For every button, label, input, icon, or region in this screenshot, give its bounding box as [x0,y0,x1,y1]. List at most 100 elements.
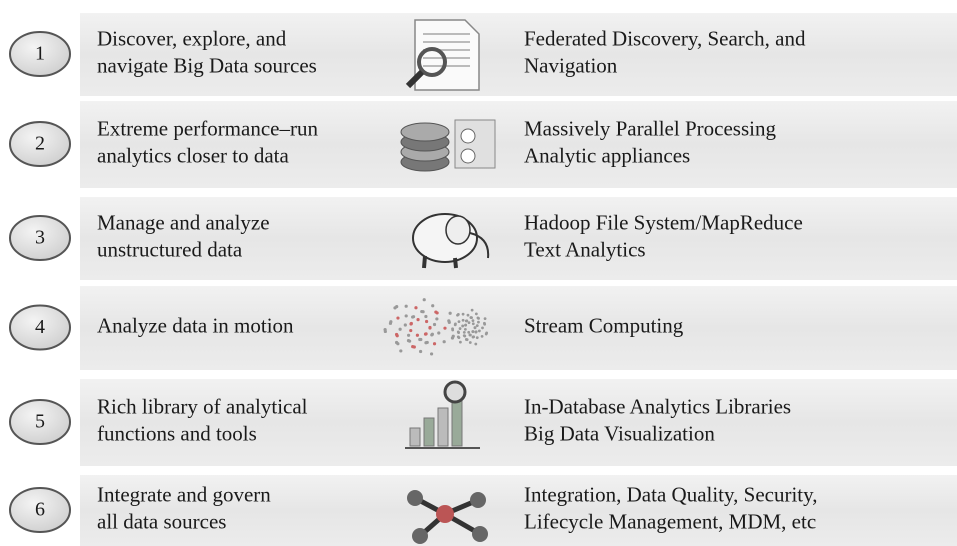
capability-text: unstructured data [97,237,243,261]
icon-shape [429,352,434,356]
technology-text: In-Database Analytics Libraries [524,394,791,418]
capability-text: all data sources [97,509,226,533]
row-number: 2 [35,133,45,155]
icon [412,213,490,269]
icon-shape [459,340,462,344]
icon-shape [483,322,487,326]
row: 2 Extreme performance–run analytics closer… [9,100,957,188]
icon-shape [422,255,427,269]
icon-shape [462,330,466,334]
icon-shape [468,341,472,344]
icon-shape [462,334,466,338]
icon-shape [417,47,447,77]
icon-shape [454,322,457,326]
icon-shape [409,328,413,333]
row-number: 3 [35,227,45,249]
capability-text: Rich library of analytical [97,394,308,418]
icon-shape [466,313,470,317]
icon-shape [454,119,496,169]
technology-text: Big Data Visualization [524,421,715,445]
icon-shape [453,257,458,269]
icon-shape [409,427,421,447]
icon-shape [403,323,407,327]
icon-shape [467,321,471,324]
capability-text: functions and tools [97,421,257,445]
icon-shape [470,316,473,320]
number-circle [9,399,71,445]
capability-text: Manage and analyze [97,210,270,234]
icon-shape [475,324,479,328]
icon-shape [411,315,416,319]
icon-shape [470,492,486,508]
icon-shape [406,338,411,343]
icon-shape [407,333,411,337]
icon-shape [463,328,467,331]
icon-shape [467,330,471,334]
icon-shape [435,317,439,321]
row-background [80,196,957,280]
icon-shape [383,327,387,332]
icon-shape [389,320,393,324]
icon-shape [477,316,480,320]
icon-shape [423,417,435,447]
icon-shape [432,322,437,327]
icon [400,119,496,172]
icon-shape [471,330,475,334]
icon-shape [456,335,460,339]
technology-text: Navigation [524,53,618,77]
icon-shape [443,326,447,330]
icon-shape [400,122,450,142]
icon-shape [460,148,476,164]
icon-shape [472,526,488,542]
icon-shape [419,349,423,354]
icon-shape [477,320,480,324]
icon-shape [430,333,434,337]
row-background [80,378,957,466]
icon-shape [424,314,428,319]
icon-shape [442,340,446,344]
icon [407,490,488,544]
icon-shape [407,490,423,506]
icon-shape [484,332,488,336]
icon-shape [437,331,441,335]
icon-shape [423,332,428,336]
row: 4 Analyze data in motion Stream Computing [9,285,957,370]
icon-shape [395,305,399,309]
row-number: 5 [35,411,45,433]
row-number: 6 [35,499,45,521]
row: 5 Rich library of analytical functions and… [9,378,957,466]
icon-shape [471,322,475,326]
technology-text: Analytic appliances [524,143,690,167]
icon-shape [409,321,413,326]
icon-shape [437,407,449,447]
icon-shape [415,333,420,337]
row-background [80,100,957,188]
row-background [80,12,957,96]
icon-shape [477,329,481,333]
row: 3 Manage and analyze unstructured data Hado… [9,196,957,280]
capability-text: Extreme performance–run [97,116,318,140]
technology-text: Federated Discovery, Search, and [524,26,806,50]
technology-text: Integration, Data Quality, Security, [524,482,818,506]
icon-shape [471,335,475,339]
icon-shape [404,314,408,318]
icon-shape [405,69,425,89]
capability-text: Discover, explore, and [97,26,287,50]
icon-shape [399,349,403,353]
row-number: 1 [35,43,45,65]
icon-shape [404,304,408,308]
capability-text: navigate Big Data sources [97,53,317,77]
icon-shape [456,330,460,334]
icon-shape [414,306,418,310]
number-circle [9,215,71,261]
icon-shape [464,338,468,341]
icon-shape [480,334,484,338]
icon-shape [468,333,472,337]
icon-shape [428,326,432,330]
icon-shape [418,337,422,342]
icon-shape [471,319,475,323]
icon-shape [460,128,476,144]
icon-shape [431,304,435,308]
row: 6 Integrate and govern all data sources Int… [9,474,957,546]
